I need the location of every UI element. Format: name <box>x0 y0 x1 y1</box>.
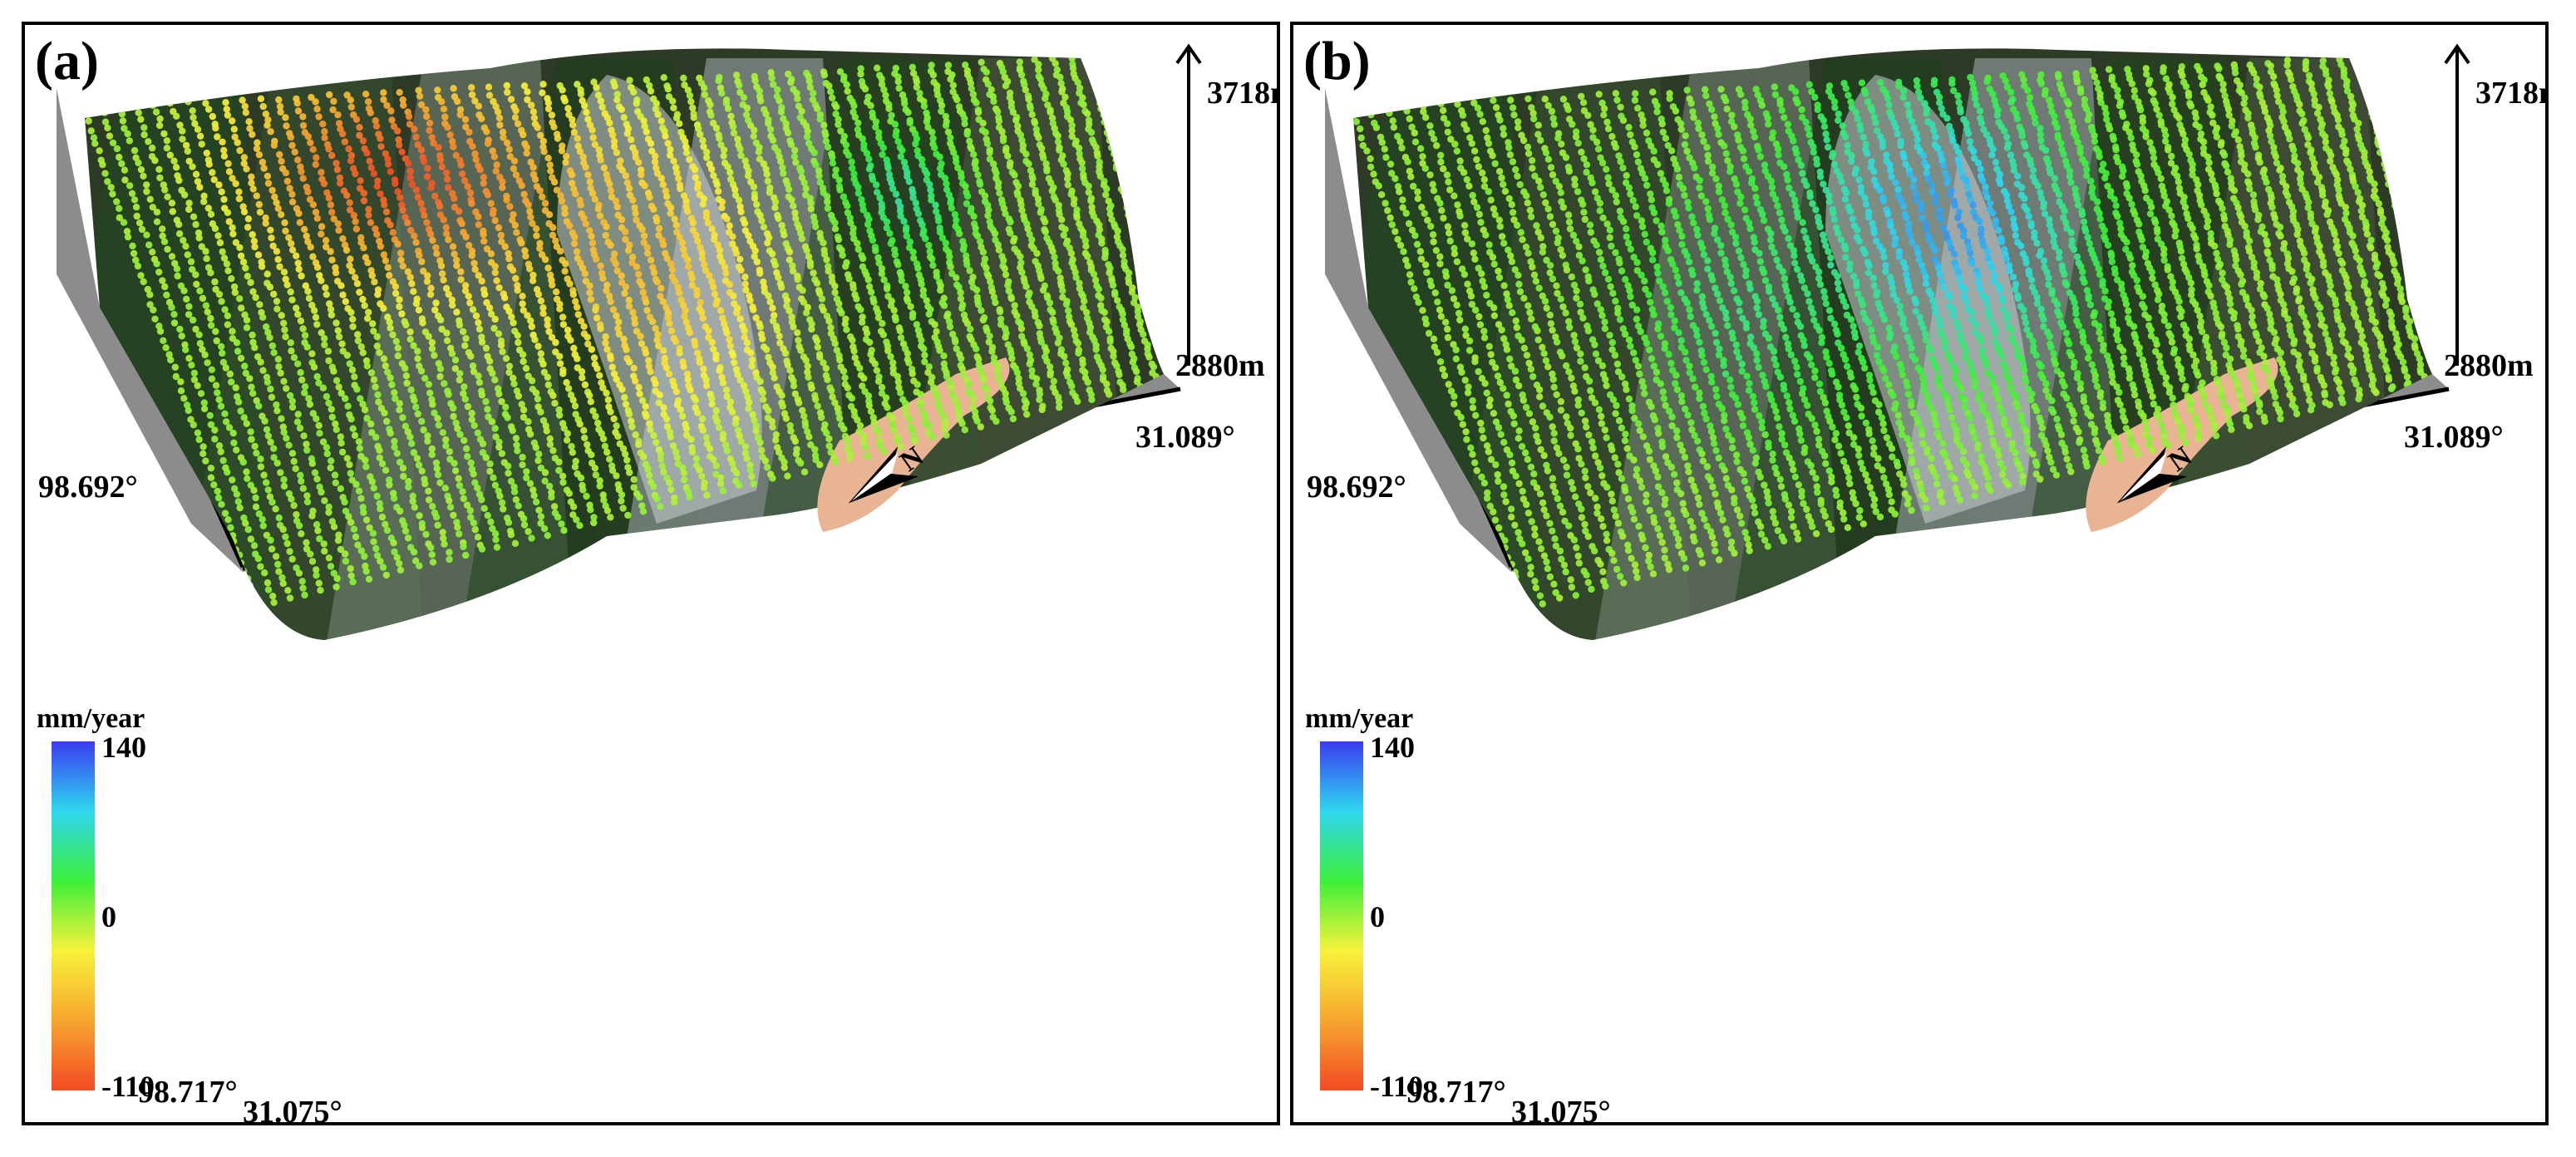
colorbar-min-label: -110 <box>101 1070 155 1103</box>
colorbar <box>1320 741 1363 1091</box>
lon-lower-label: 98.717° <box>138 1075 238 1110</box>
lat-right-label: 31.089° <box>1135 420 1235 455</box>
panel-label: (b) <box>1303 31 1371 91</box>
colorbar-zero-label: 0 <box>101 900 116 933</box>
panel-a: (a) 3718m 2880m 98.692° 98.717°31.075° 31.089… <box>22 22 1280 1125</box>
colorbar-max-label: 140 <box>1370 731 1415 764</box>
lon-lower-label: 98.717° <box>1406 1075 1506 1110</box>
north-arrow-icon <box>2116 446 2188 504</box>
lat-right-label: 31.089° <box>2404 420 2504 455</box>
elevation-top-label: 3718m <box>2475 76 2545 111</box>
elevation-bottom-label: 2880m <box>1175 348 1265 383</box>
colorbar <box>52 741 95 1091</box>
lat-front-label: 31.075° <box>243 1095 342 1125</box>
lon-upper-label: 98.692° <box>1307 470 1406 505</box>
elevation-bottom-label: 2880m <box>2444 348 2534 383</box>
panel-b: (b) 3718m 2880m 98.692° 98.717°31.075° 31.089… <box>1290 22 2549 1125</box>
elevation-top-label: 3718m <box>1207 76 1277 111</box>
lat-front-label: 31.075° <box>1511 1095 1611 1125</box>
lon-upper-label: 98.692° <box>38 470 138 505</box>
colorbar-unit: mm/year <box>37 703 145 734</box>
colorbar-unit: mm/year <box>1305 703 1414 734</box>
terrain-3d-view <box>1320 43 2470 1091</box>
colorbar-min-label: -110 <box>1370 1070 1424 1103</box>
colorbar-max-label: 140 <box>101 731 146 764</box>
colorbar-zero-label: 0 <box>1370 900 1385 933</box>
north-arrow-icon <box>848 446 919 504</box>
terrain-3d-view <box>52 43 1202 1091</box>
panel-label: (a) <box>35 31 99 91</box>
